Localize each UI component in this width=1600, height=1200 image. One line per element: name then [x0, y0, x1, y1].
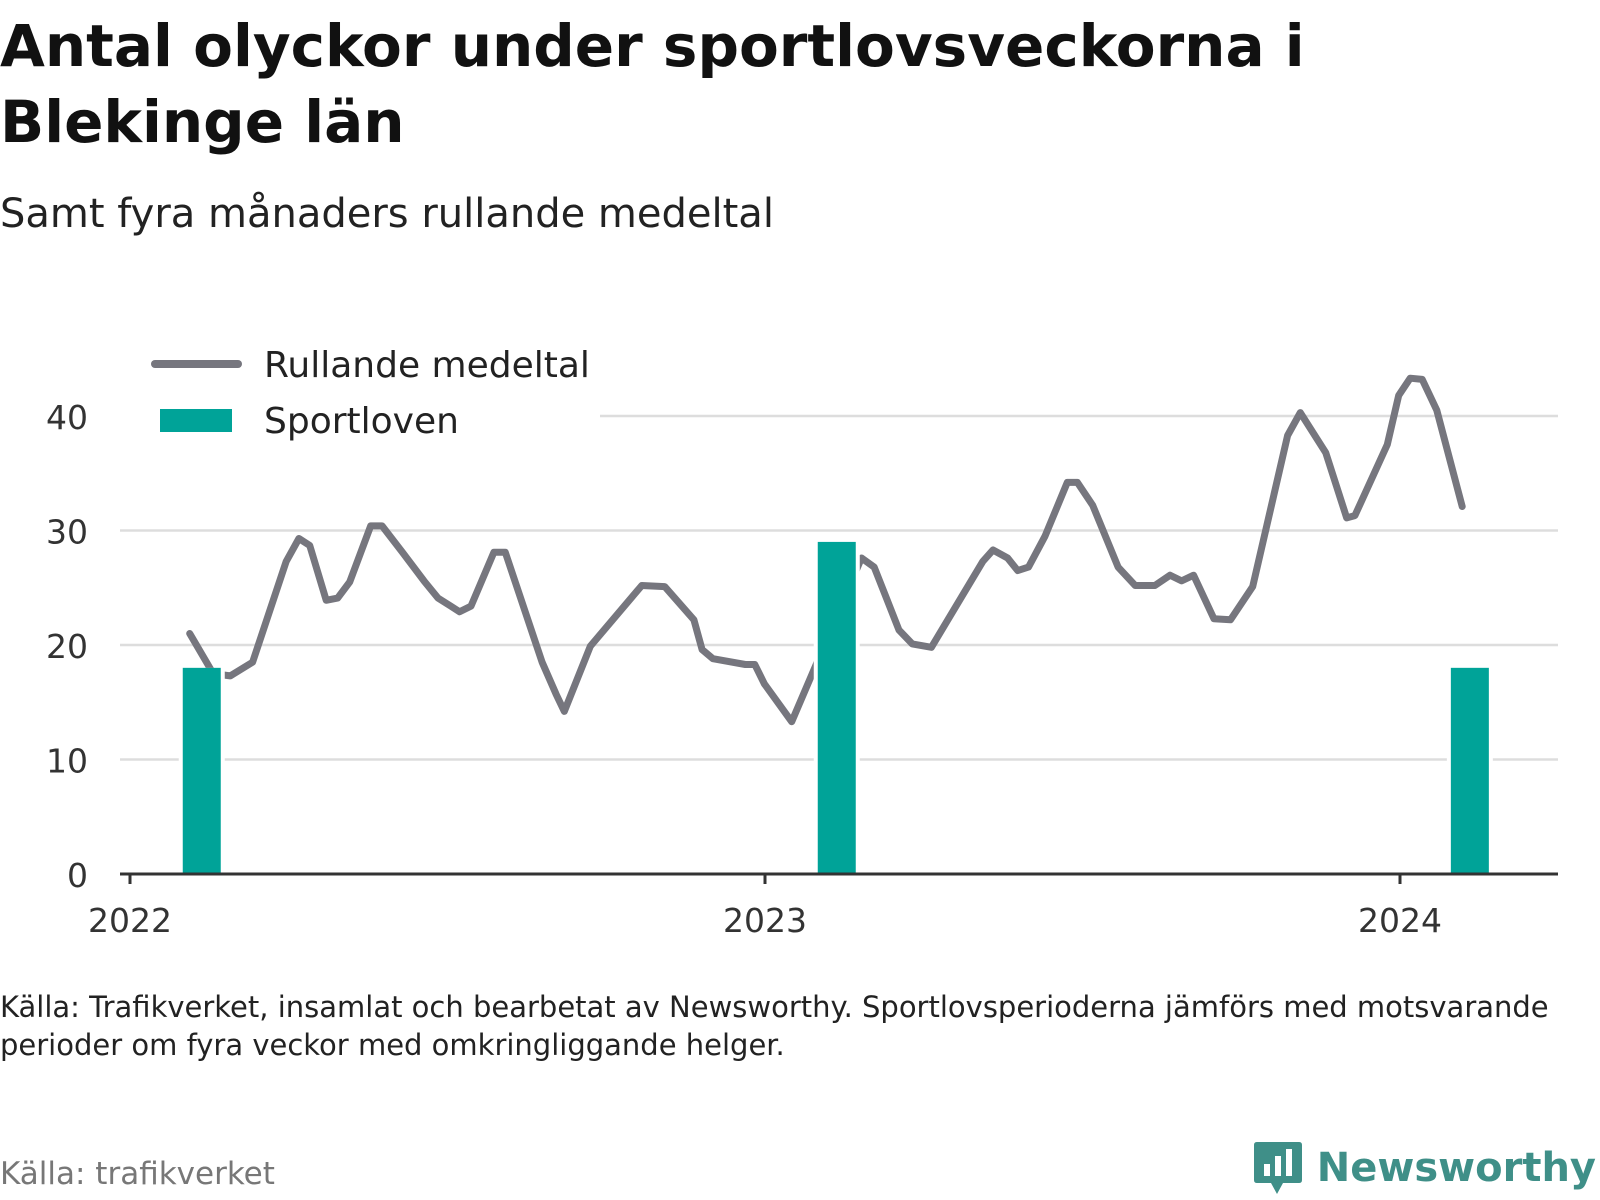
- bar-sportloven-front-3: [1450, 667, 1489, 874]
- x-tick-label-2024: 2024: [1358, 901, 1442, 940]
- bar-sportloven-front-1: [182, 667, 221, 874]
- legend-label-bar: Sportloven: [264, 401, 459, 442]
- x-tick-label-2023: 2023: [723, 901, 807, 940]
- y-tick-label-40: 40: [46, 398, 88, 437]
- legend: Rullande medeltal Sportloven: [110, 336, 600, 442]
- chart-subtitle: Samt fyra månaders rullande medeltal: [0, 191, 774, 237]
- legend-bar-swatch: [160, 409, 232, 432]
- chart-title: Antal olyckor under sportlovsveckorna i …: [0, 12, 1305, 156]
- brand-logo: Newsworthy: [1253, 1140, 1596, 1196]
- legend-label-line: Rullande medeltal: [264, 345, 590, 386]
- y-tick-label-30: 30: [46, 513, 88, 552]
- line-layer: [178, 374, 1493, 874]
- y-tick-label-10: 10: [46, 742, 88, 781]
- brand-name: Newsworthy: [1316, 1145, 1596, 1191]
- footer-source: Källa: trafikverket: [0, 1156, 275, 1192]
- y-tick-label-20: 20: [46, 627, 88, 666]
- axes: 0 10 20 30 40 2022 2023 2024: [46, 398, 1558, 940]
- source-note: Källa: Trafikverket, insamlat och bearbe…: [0, 990, 1549, 1062]
- y-tick-label-0: 0: [67, 856, 88, 895]
- x-tick-label-2022: 2022: [88, 901, 172, 940]
- bar-sportloven-front-2: [817, 541, 856, 874]
- newsworthy-logo-icon: [1253, 1142, 1302, 1194]
